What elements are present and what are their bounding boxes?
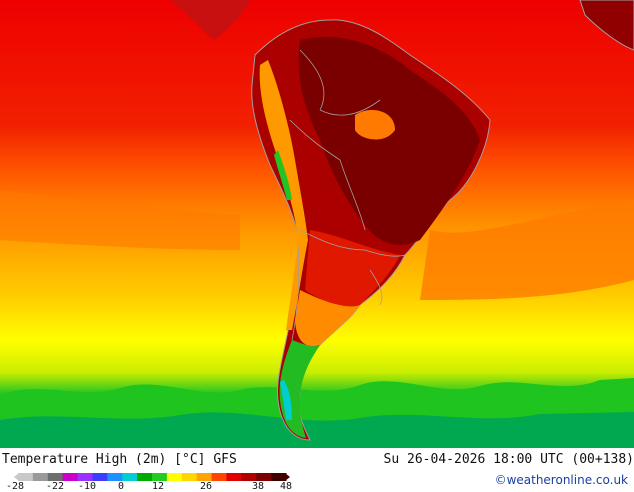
colorbar-swatch (211, 473, 227, 481)
temperature-map (0, 0, 634, 448)
colorbar-min-arrow (14, 473, 19, 481)
map-footer: Temperature High (2m) [°C] GFS Su 26-04-… (0, 448, 634, 492)
atlantic-warm-band (420, 200, 634, 300)
colorbar-swatch (62, 473, 79, 481)
country-borders (289, 49, 406, 341)
andes-strip (259, 60, 308, 330)
argentina-central (295, 290, 360, 347)
colorbar-max-arrow (285, 473, 290, 481)
brazil-plateau-warm (355, 110, 395, 140)
brazil-hottest (298, 36, 480, 245)
pacific-warm-band (0, 190, 240, 250)
patagonia-coldest (280, 380, 292, 420)
colorbar-swatch (92, 473, 108, 481)
southern-colder-band (0, 412, 634, 448)
colorbar-swatch (152, 473, 168, 481)
colorbar-swatch (47, 473, 64, 481)
colorbar-swatch (256, 473, 272, 481)
colorbar-swatch (226, 473, 242, 481)
map-panel (0, 0, 634, 448)
colorbar-tick-label: 0 (118, 481, 125, 492)
colorbar-swatch (241, 473, 257, 481)
colorbar-swatch (137, 473, 153, 481)
central-america (170, 0, 250, 40)
colorbar-tick-label: 12 (152, 481, 165, 492)
colorbar-tick-label: 48 (280, 481, 293, 492)
colorbar-swatch (18, 473, 34, 481)
colorbar-swatch (166, 473, 183, 481)
colorbar (14, 473, 290, 481)
andes-cool-patch (274, 150, 292, 200)
argentina-north (305, 230, 400, 307)
colorbar-svg (14, 473, 290, 481)
colorbar-tick-label: -22 (46, 481, 65, 492)
colorbar-swatch (77, 473, 93, 481)
credit-link[interactable]: ©weatheronline.co.uk (494, 473, 628, 487)
colorbar-swatch (271, 473, 287, 481)
colorbar-tick-label: 26 (200, 481, 213, 492)
colorbar-swatch (107, 473, 123, 481)
colorbar-swatch (196, 473, 213, 481)
map-title: Temperature High (2m) [°C] GFS (2, 452, 237, 467)
colorbar-tick-label: -28 (6, 481, 25, 492)
colorbar-swatch (181, 473, 198, 481)
colorbar-swatch (122, 473, 138, 481)
colorbar-tick-label: 38 (252, 481, 265, 492)
colorbar-tick-label: -10 (78, 481, 97, 492)
run-info: Su 26-04-2026 18:00 UTC (00+138) (383, 452, 634, 467)
colorbar-swatch (32, 473, 49, 481)
